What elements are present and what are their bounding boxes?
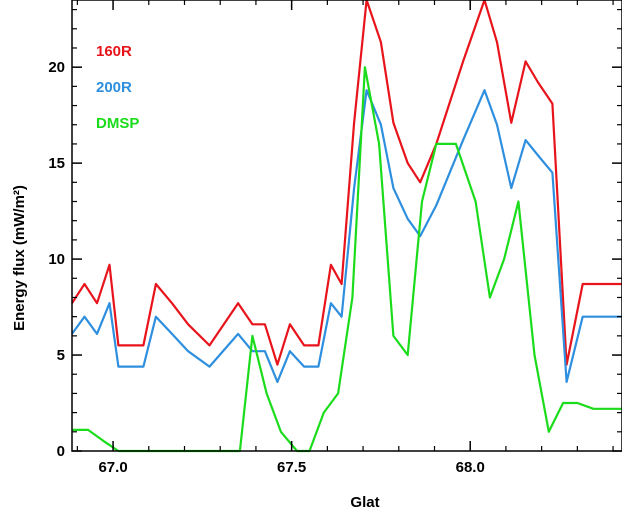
legend: 160R 200R DMSP bbox=[96, 43, 139, 132]
x-tick-label: 67.0 bbox=[98, 459, 127, 476]
y-tick-label: 20 bbox=[48, 59, 65, 76]
y-tick-label: 10 bbox=[48, 251, 65, 268]
legend-entry-200r: 200R bbox=[96, 79, 132, 96]
y-tick-label: 0 bbox=[57, 443, 65, 460]
y-tick-label: 15 bbox=[48, 155, 65, 172]
legend-entry-160r: 160R bbox=[96, 43, 132, 60]
legend-entry-dmsp: DMSP bbox=[96, 115, 139, 132]
y-tick-label: 5 bbox=[57, 347, 65, 364]
x-tick-label: 67.5 bbox=[277, 459, 306, 476]
series-line-160r bbox=[71, 0, 622, 366]
axes-layer: 67.0 67.5 68.0 0 5 10 15 20 bbox=[48, 0, 622, 476]
x-tick-label: 68.0 bbox=[456, 459, 485, 476]
series-line-200r bbox=[71, 89, 622, 383]
y-axis-title: Energy flux (mW/m²) bbox=[11, 185, 28, 331]
x-axis-title: Glat bbox=[350, 494, 379, 511]
plot-frame bbox=[71, 0, 622, 452]
